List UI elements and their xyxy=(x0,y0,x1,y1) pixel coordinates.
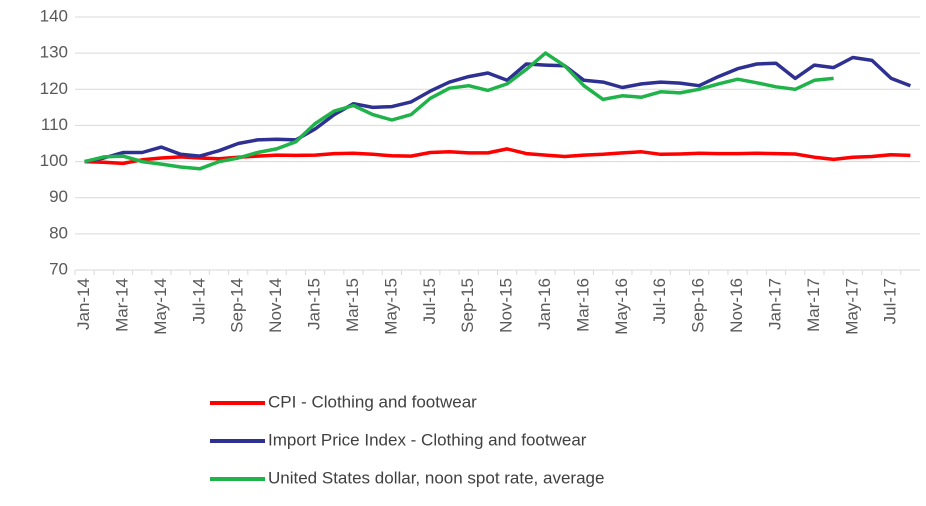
y-tick-label: 130 xyxy=(40,43,68,62)
x-tick-label: Jan-16 xyxy=(535,278,554,330)
legend: CPI - Clothing and footwear Import Price … xyxy=(210,392,604,487)
y-tick-label: 110 xyxy=(41,115,68,134)
x-tick-label: Nov-16 xyxy=(727,278,746,333)
legend-label: CPI - Clothing and footwear xyxy=(268,392,477,411)
x-tick-label: May-14 xyxy=(151,278,170,335)
x-tick-label: Sep-14 xyxy=(228,278,247,333)
series-line xyxy=(84,51,834,171)
y-tick-label: 100 xyxy=(40,151,68,170)
y-tick-label: 140 xyxy=(40,6,68,25)
x-tick-label: Nov-15 xyxy=(497,278,516,333)
series-line xyxy=(84,147,911,166)
x-tick-label: Jul-17 xyxy=(881,278,900,324)
series-line xyxy=(84,55,912,164)
x-tick-label: Sep-15 xyxy=(458,278,477,333)
x-tick-label: Nov-14 xyxy=(266,278,285,333)
y-tick-label: 120 xyxy=(40,79,68,98)
x-tick-label: Mar-16 xyxy=(573,278,592,332)
x-tick-label: May-15 xyxy=(381,278,400,335)
x-tick-label: Jan-14 xyxy=(74,278,93,330)
x-tick-label: Jul-16 xyxy=(650,278,669,324)
legend-label: Import Price Index - Clothing and footwe… xyxy=(268,430,587,449)
x-tick-label: Jul-14 xyxy=(189,278,208,324)
x-tick-label: Mar-14 xyxy=(112,278,131,332)
y-tick-label: 80 xyxy=(49,223,68,242)
y-tick-label: 70 xyxy=(49,259,68,278)
x-tick-label: Jul-15 xyxy=(420,278,439,324)
x-tick-label: Jan-15 xyxy=(305,278,324,330)
x-tick-label: Mar-15 xyxy=(343,278,362,332)
x-tick-label: May-17 xyxy=(842,278,861,335)
x-tick-label: Jan-17 xyxy=(765,278,784,330)
x-tick-label: Sep-16 xyxy=(689,278,708,333)
y-tick-label: 90 xyxy=(49,187,68,206)
x-tick-label: Mar-17 xyxy=(804,278,823,332)
legend-label: United States dollar, noon spot rate, av… xyxy=(268,468,604,487)
x-tick-label: May-16 xyxy=(612,278,631,335)
